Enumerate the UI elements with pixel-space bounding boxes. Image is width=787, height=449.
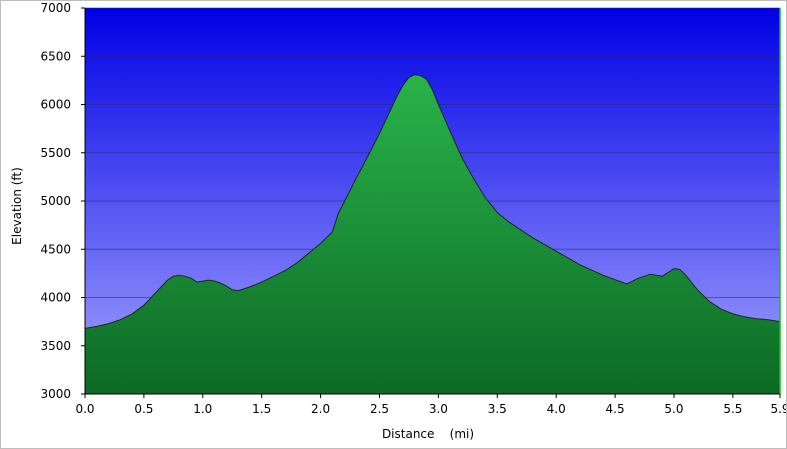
elevation-line (84, 74, 781, 329)
y-tick-label: 3000 (40, 387, 71, 401)
elevation-area (85, 74, 780, 394)
x-axis-title: Distance (mi) (382, 427, 474, 441)
y-axis-title: Elevation (ft) (10, 167, 24, 245)
x-tick-label: 4.5 (606, 402, 625, 416)
y-tick-label: 7000 (40, 1, 71, 15)
x-tick-label: 5.5 (723, 402, 742, 416)
x-tick-label: 4.0 (547, 402, 566, 416)
x-tick-label: 1.0 (193, 402, 212, 416)
y-tick-label: 4000 (40, 291, 71, 305)
x-tick-label: 0.5 (134, 402, 153, 416)
x-tick-label: 3.5 (488, 402, 507, 416)
y-tick-label: 4500 (40, 242, 71, 256)
y-tick-label: 6000 (40, 98, 71, 112)
x-tick-label: 2.0 (311, 402, 330, 416)
y-tick-label: 6500 (40, 49, 71, 63)
y-tick-label: 5000 (40, 194, 71, 208)
x-tick-label: 1.5 (252, 402, 271, 416)
x-tick-label: 3.0 (429, 402, 448, 416)
x-tick-label: 5.9 (770, 402, 786, 416)
y-axis-ticks: 3000 3500 4000 4500 5000 5500 6000 6500 7000 (40, 1, 85, 401)
y-tick-label: 5500 (40, 146, 71, 160)
x-axis-ticks: 0.0 0.5 1.0 1.5 2.0 2.5 3.0 3.5 4.0 4.5 5.0 5.5 5.9 (75, 394, 786, 416)
axes (81, 8, 780, 398)
x-tick-label: 5.0 (664, 402, 683, 416)
y-tick-label: 3500 (40, 339, 71, 353)
x-tick-label: 2.5 (370, 402, 389, 416)
x-tick-label: 0.0 (75, 402, 94, 416)
